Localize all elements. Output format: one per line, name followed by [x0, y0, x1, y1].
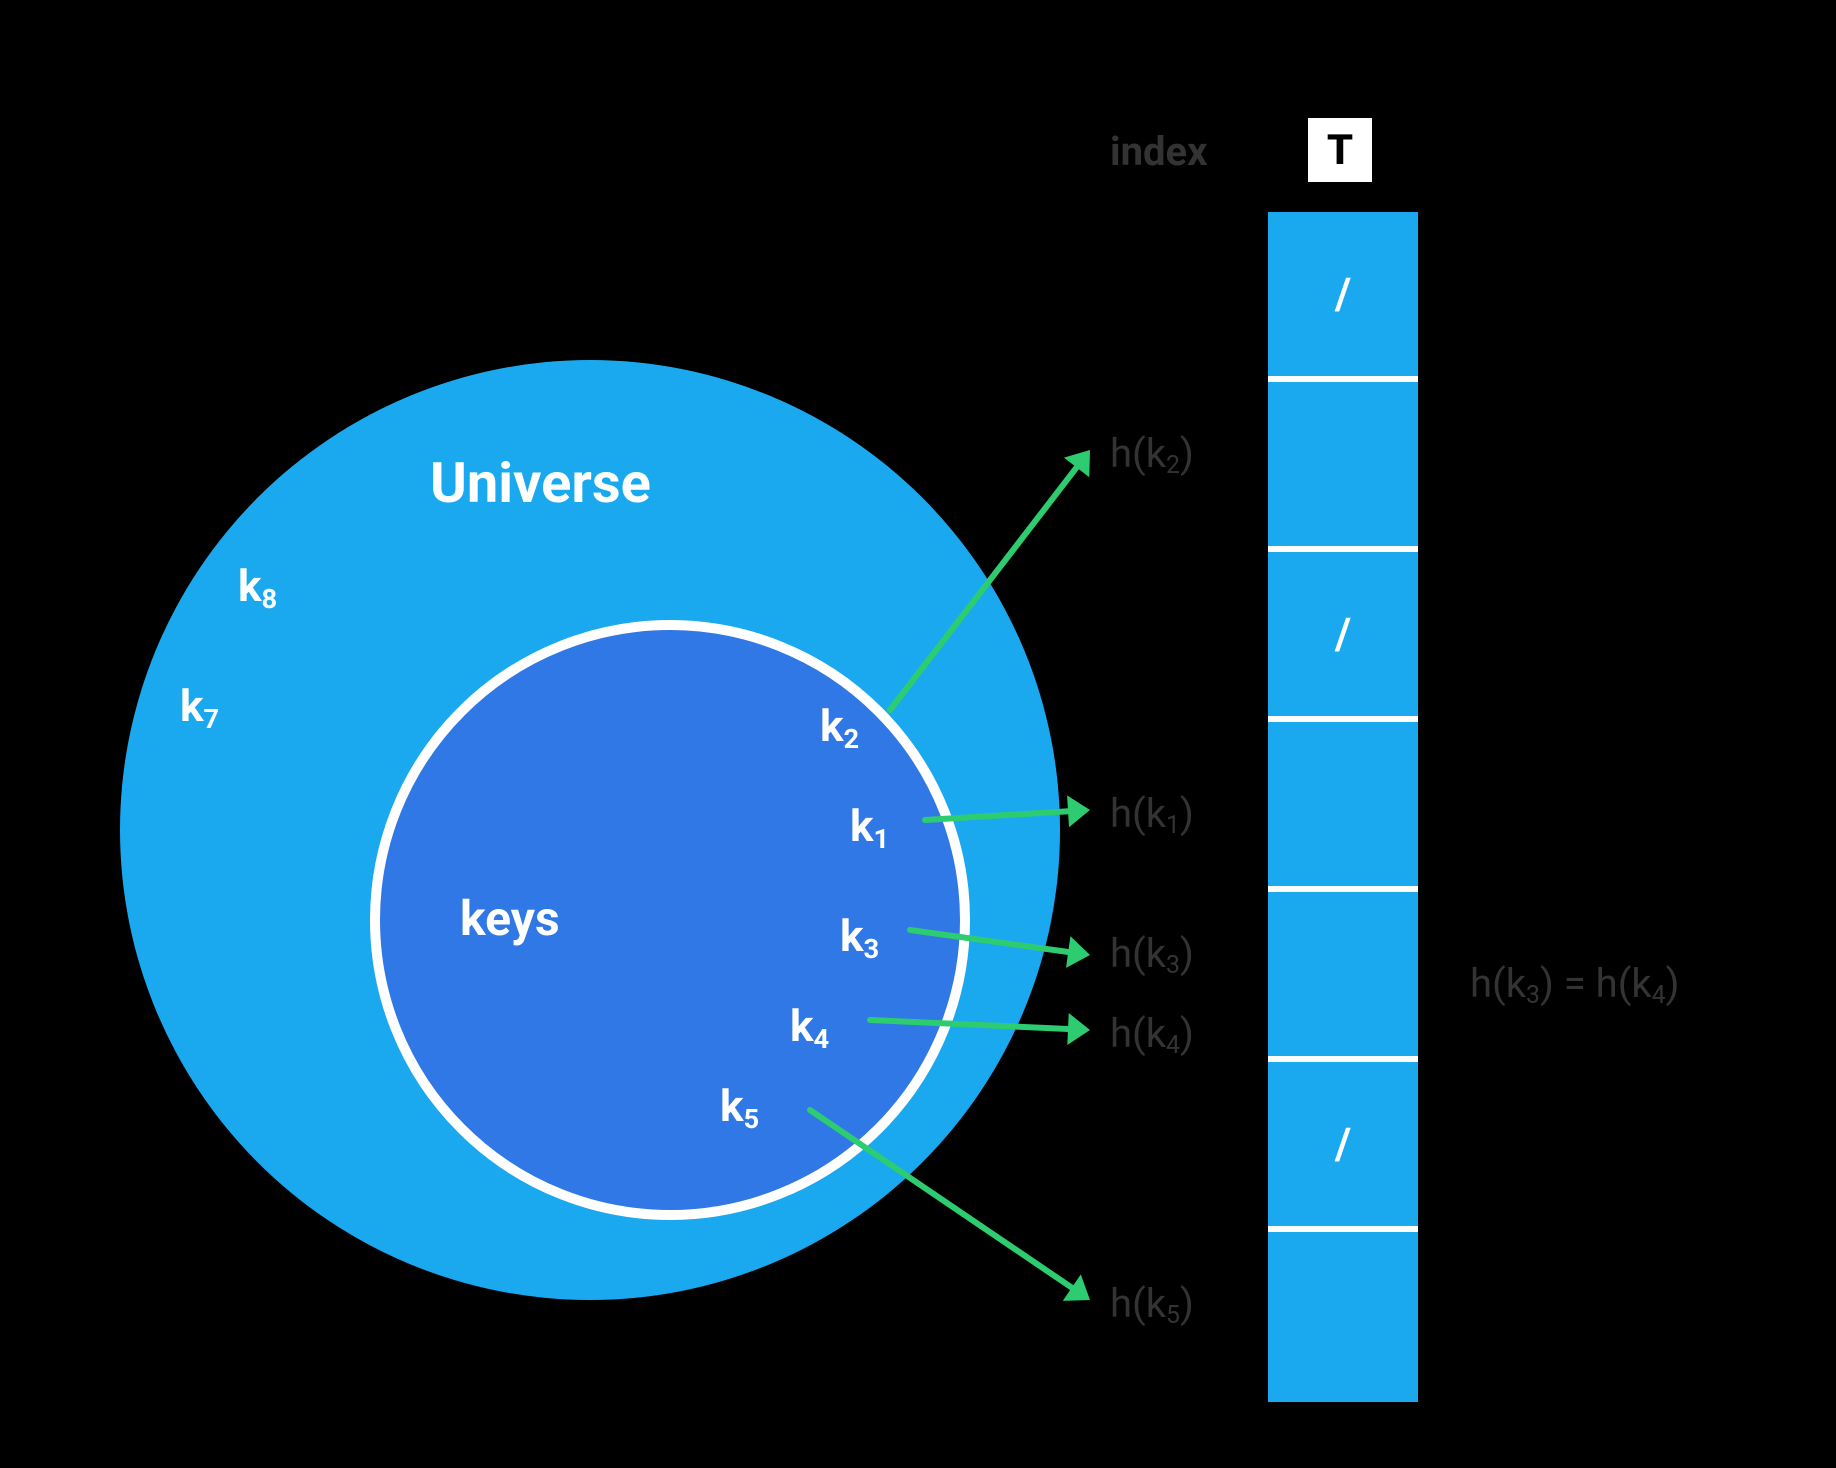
hash-table: / / / [1268, 212, 1418, 1402]
table-cell-0: / [1268, 212, 1418, 382]
keys-label: keys [460, 890, 560, 947]
key-k5: k5 [720, 1080, 759, 1132]
arrow-k3-head [1066, 936, 1090, 968]
hash-label-h(k1): h(k1) [1110, 790, 1194, 837]
hash-label-h(k5): h(k5) [1110, 1280, 1194, 1327]
arrow-k4-head [1067, 1013, 1090, 1045]
table-cell-5: / [1268, 1062, 1418, 1232]
key-k2: k2 [820, 700, 859, 752]
arrow-k5-head [1063, 1274, 1090, 1300]
universe-label: Universe [430, 450, 651, 516]
key-k7: k7 [180, 680, 219, 732]
index-label: index [1110, 128, 1207, 175]
key-k1: k1 [850, 800, 889, 852]
table-cell-2: / [1268, 552, 1418, 722]
collision-note: h(k3) = h(k4) [1470, 960, 1680, 1007]
table-cell-1 [1268, 382, 1418, 552]
key-k3: k3 [840, 910, 879, 962]
table-cell-4 [1268, 892, 1418, 1062]
table-header-t: T [1308, 118, 1372, 182]
arrow-k2-head [1064, 450, 1090, 477]
table-cell-6 [1268, 1232, 1418, 1402]
hash-label-h(k2): h(k2) [1110, 430, 1194, 477]
hash-label-h(k3): h(k3) [1110, 930, 1194, 977]
arrow-k1-head [1067, 795, 1090, 827]
table-cell-3 [1268, 722, 1418, 892]
diagram-stage: Universe keys k8 k7 k2 k1 k3k4 k5 index T / / / h(k2)… [0, 0, 1836, 1468]
key-k8: k8 [238, 560, 277, 612]
key-k4: k4 [790, 1000, 829, 1052]
hash-label-h(k4): h(k4) [1110, 1010, 1194, 1057]
